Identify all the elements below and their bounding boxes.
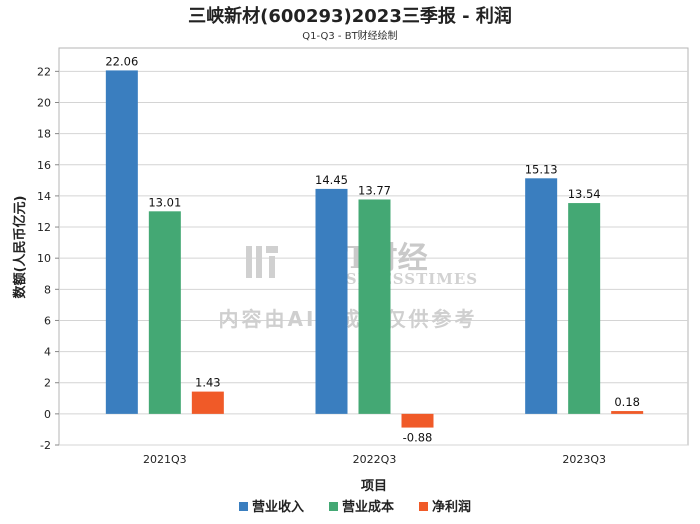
- legend: 营业收入 营业成本 净利润: [239, 499, 471, 515]
- legend-swatch: [419, 502, 428, 511]
- legend-swatch: [329, 502, 338, 511]
- legend-label: 营业成本: [342, 499, 394, 515]
- y-tick-label: 0: [44, 408, 51, 421]
- bar: [358, 199, 391, 414]
- data-labels: 22.06 13.01 1.43 14.45 13.77 -0.88 15.13 13.54 0…: [105, 54, 640, 444]
- bar: [315, 188, 348, 414]
- bar: [148, 211, 181, 414]
- data-label: 13.01: [148, 195, 181, 209]
- y-axis-ticks: -2 0 2 4 6 8 10 12 14 16 18 20 22: [37, 65, 59, 452]
- bars: [105, 70, 644, 428]
- y-tick-label: 18: [37, 128, 51, 141]
- x-axis-title: 项目: [361, 479, 387, 494]
- y-tick-label: 22: [37, 65, 51, 78]
- x-axis-ticks: 2021Q3 2022Q3 2023Q3: [143, 453, 606, 466]
- bar: [401, 413, 434, 428]
- y-tick-label: 6: [44, 314, 51, 327]
- chart-subtitle: Q1-Q3 - BT财经绘制: [302, 31, 398, 42]
- data-label: -0.88: [403, 431, 433, 445]
- data-label: 13.77: [358, 183, 391, 197]
- legend-label: 营业收入: [252, 499, 304, 515]
- data-label: 14.45: [315, 173, 348, 187]
- watermark-logo-sub: BUSINESSTIMES: [318, 270, 478, 288]
- data-label: 0.18: [614, 395, 640, 409]
- y-tick-label: 16: [37, 159, 51, 172]
- y-tick-label: -2: [40, 439, 51, 452]
- chart-title: 三峡新材(600293)2023三季报 - 利润: [188, 6, 512, 27]
- data-label: 22.06: [105, 54, 138, 68]
- y-tick-label: 4: [44, 346, 51, 359]
- y-tick-label: 8: [44, 283, 51, 296]
- watermark-note: 内容由AI生成，仅供参考: [219, 307, 478, 331]
- data-label: 1.43: [195, 376, 221, 390]
- bar: [611, 411, 644, 414]
- bar: [105, 70, 138, 414]
- bar: [568, 203, 601, 414]
- bar: [191, 391, 224, 414]
- legend-label: 净利润: [432, 499, 471, 515]
- data-label: 15.13: [525, 162, 558, 176]
- y-tick-label: 20: [37, 96, 51, 109]
- x-tick-label: 2022Q3: [353, 453, 397, 466]
- bar: [525, 178, 558, 414]
- watermark-logo-icon: [246, 246, 278, 278]
- y-tick-label: 2: [44, 377, 51, 390]
- y-tick-label: 10: [37, 252, 51, 265]
- legend-swatch: [239, 502, 248, 511]
- x-tick-label: 2023Q3: [562, 453, 606, 466]
- data-label: 13.54: [568, 187, 601, 201]
- y-tick-label: 14: [37, 190, 51, 203]
- y-tick-label: 12: [37, 221, 51, 234]
- y-axis-title: 数额(人民币亿元): [12, 196, 28, 299]
- x-tick-label: 2021Q3: [143, 453, 187, 466]
